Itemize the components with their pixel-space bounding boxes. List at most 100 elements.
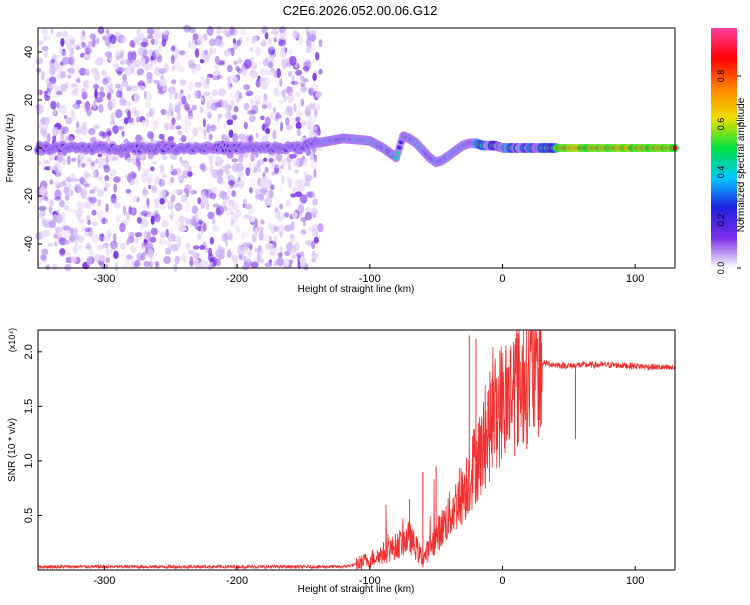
- spectrogram-cell: [150, 227, 158, 236]
- spectrogram-cell: [238, 153, 244, 163]
- spectrogram-cell: [37, 160, 42, 166]
- spectrogram-cell: [146, 174, 154, 182]
- spectrogram-cell: [117, 126, 125, 130]
- spectrogram-cell: [143, 261, 151, 267]
- colorbar: 0.0 0.2 0.4 0.6 0.8 Normalized spectral ampl…: [711, 28, 747, 274]
- spectrogram-cell: [39, 197, 43, 204]
- spectrogram-cell: [227, 180, 236, 186]
- spectrogram-cell: [270, 28, 279, 36]
- spectrogram-cell: [149, 107, 155, 118]
- spectrogram-cell: [220, 166, 226, 173]
- spectrogram-cell: [245, 90, 254, 97]
- spectrogram-cell: [308, 33, 317, 42]
- spectrogram-cell: [189, 256, 194, 266]
- spectrogram-cell: [312, 129, 319, 137]
- spectrogram-cell: [246, 109, 255, 116]
- spectrogram-cell: [175, 125, 182, 130]
- spectrogram-cell: [110, 198, 118, 205]
- spectrogram-cell: [227, 205, 234, 211]
- spectrogram-cell: [230, 75, 237, 80]
- spectrogram-cell: [89, 189, 96, 194]
- spectrogram-cell: [289, 234, 295, 240]
- spectrogram-cell: [146, 27, 155, 36]
- spectrogram-cell: [234, 165, 242, 172]
- spectrogram-cell: [165, 228, 169, 238]
- spectrogram-cell: [195, 90, 202, 99]
- spectrogram-cell: [146, 197, 150, 207]
- spectrogram-cell: [211, 217, 216, 225]
- spectrogram-cell: [188, 81, 193, 91]
- spectrogram-cell: [161, 173, 167, 179]
- spectrogram-cell: [146, 71, 153, 80]
- spectrogram-cell: [129, 63, 134, 71]
- spectrogram-cell: [293, 158, 300, 168]
- spectrogram-cell: [178, 66, 185, 73]
- spectrogram-cell: [101, 217, 106, 225]
- spectrogram-cell: [310, 207, 318, 216]
- spectrogram-cell: [288, 178, 292, 188]
- spectrogram-cell: [97, 198, 102, 207]
- spectrogram-cell: [130, 207, 137, 216]
- spectrogram-cell: [51, 263, 58, 271]
- spectrogram-cell: [250, 261, 259, 269]
- spectrogram-cell: [160, 164, 165, 174]
- spectrogram-cell: [49, 166, 56, 171]
- spectrogram-cell: [129, 40, 135, 48]
- spectrogram-cell: [194, 81, 202, 88]
- spectrogram-cell: [305, 105, 311, 113]
- spectrogram-cell: [68, 56, 74, 65]
- spectrogram-cell: [79, 35, 87, 41]
- spectrogram-cell: [68, 208, 75, 213]
- spectrogram-cell: [271, 171, 276, 176]
- spectrogram-cell: [259, 258, 265, 264]
- spectrogram-cell: [197, 209, 201, 215]
- spectrogram-cell: [133, 92, 140, 103]
- spectrogram-cell: [292, 30, 299, 38]
- spectrogram-cell: [315, 91, 322, 98]
- spectrogram-cell: [153, 79, 160, 84]
- spectrogram-cell: [131, 155, 138, 166]
- spectrogram-cell: [42, 229, 51, 237]
- spectrogram-cell: [63, 114, 67, 119]
- spectrogram-cell: [274, 89, 283, 98]
- spectrogram-cell: [316, 128, 321, 136]
- spectrogram-cell: [305, 46, 312, 54]
- spectrogram-cell: [171, 45, 176, 52]
- spectrogram-cell: [178, 50, 186, 56]
- spectrogram-cell: [266, 71, 274, 76]
- spectrogram-cell: [61, 30, 68, 38]
- spectrogram-cell: [89, 196, 97, 204]
- spectrogram-cell: [181, 134, 187, 143]
- spectrogram-cell: [195, 260, 202, 270]
- spectrogram-cell: [313, 236, 319, 244]
- spectrogram-cell: [59, 248, 66, 255]
- spectrogram-cell: [161, 220, 169, 228]
- spectrogram-cell: [125, 211, 130, 221]
- spectrogram-cell: [242, 71, 247, 79]
- spectrogram-cell: [295, 116, 301, 123]
- spectrogram-cell: [197, 233, 202, 240]
- spectrogram-cell: [112, 125, 119, 134]
- spectrogram-cell: [278, 224, 285, 233]
- spectrogram-cell: [159, 68, 168, 73]
- spectrogram-cell: [199, 58, 205, 64]
- spectrogram-cell: [53, 181, 59, 187]
- spectrogram-cell: [314, 104, 321, 111]
- spectrogram-cell: [182, 163, 190, 170]
- spectrogram-cell: [131, 208, 135, 214]
- spectrogram-cell: [291, 250, 298, 259]
- spectrogram-cell: [88, 127, 96, 136]
- spectrogram-cell: [40, 254, 47, 261]
- spectrogram-cell: [209, 192, 217, 200]
- spectrogram-cell: [111, 155, 119, 161]
- spectrogram-cell: [39, 127, 47, 136]
- spectrogram-cell: [180, 194, 188, 203]
- spectrogram-cell: [209, 169, 213, 175]
- spectrogram-cell: [242, 263, 249, 271]
- spectrogram-cell: [54, 163, 60, 174]
- spectrogram-cell: [56, 101, 60, 109]
- spectrogram-cell: [313, 168, 317, 179]
- spectrogram-cell: [61, 56, 70, 65]
- spectrogram-cell: [269, 250, 276, 256]
- spectrogram-cell: [73, 84, 79, 94]
